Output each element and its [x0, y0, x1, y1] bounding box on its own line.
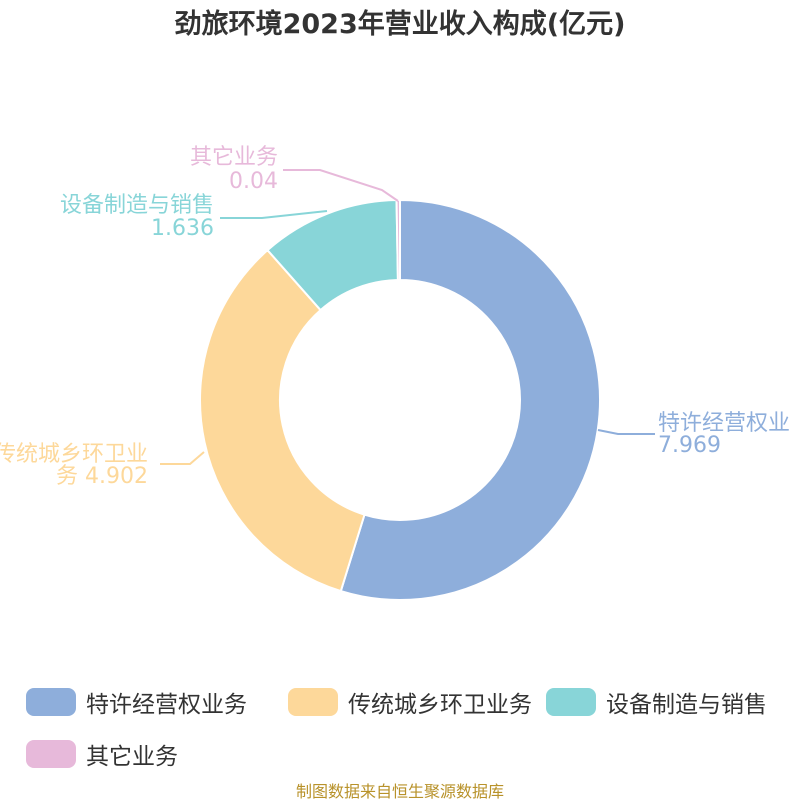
slice-4	[395, 198, 401, 282]
leader-line-3	[220, 210, 328, 219]
slice-value-2: 务 4.902	[56, 464, 148, 489]
slice-label-3: 设备制造与销售	[60, 193, 214, 218]
legend-label: 特许经营权业务	[86, 692, 247, 718]
slice-label-4: 其它业务	[190, 145, 278, 170]
source-note: 制图数据来自恒生聚源数据库	[295, 782, 504, 801]
slice-label-1: 特许经营权业	[658, 411, 790, 436]
slice-label-2: 传统城乡环卫业	[0, 442, 148, 467]
legend-swatch	[26, 740, 76, 768]
legend-swatch	[26, 688, 76, 716]
legend-label: 设备制造与销售	[606, 692, 767, 718]
legend-label: 其它业务	[86, 744, 178, 770]
legend-item-1[interactable]: 特许经营权业务	[26, 686, 247, 718]
leader-line-4	[283, 169, 399, 202]
slice-1	[339, 198, 601, 601]
slice-value-4: 0.04	[229, 169, 278, 194]
legend-swatch	[288, 688, 338, 716]
legend-item-3[interactable]: 设备制造与销售	[546, 686, 767, 718]
slice-2	[199, 248, 366, 593]
legend-item-2[interactable]: 传统城乡环卫业务	[288, 686, 532, 718]
slice-value-3: 1.636	[151, 216, 214, 241]
slice-value-1: 7.969	[658, 433, 721, 458]
leader-line-1	[597, 429, 655, 435]
legend-item-4[interactable]: 其它业务	[26, 738, 178, 770]
legend-swatch	[546, 688, 596, 716]
leader-line-2	[160, 451, 205, 465]
legend-label: 传统城乡环卫业务	[348, 692, 532, 718]
chart-title: 劲旅环境2023年营业收入构成(亿元)	[174, 9, 626, 40]
